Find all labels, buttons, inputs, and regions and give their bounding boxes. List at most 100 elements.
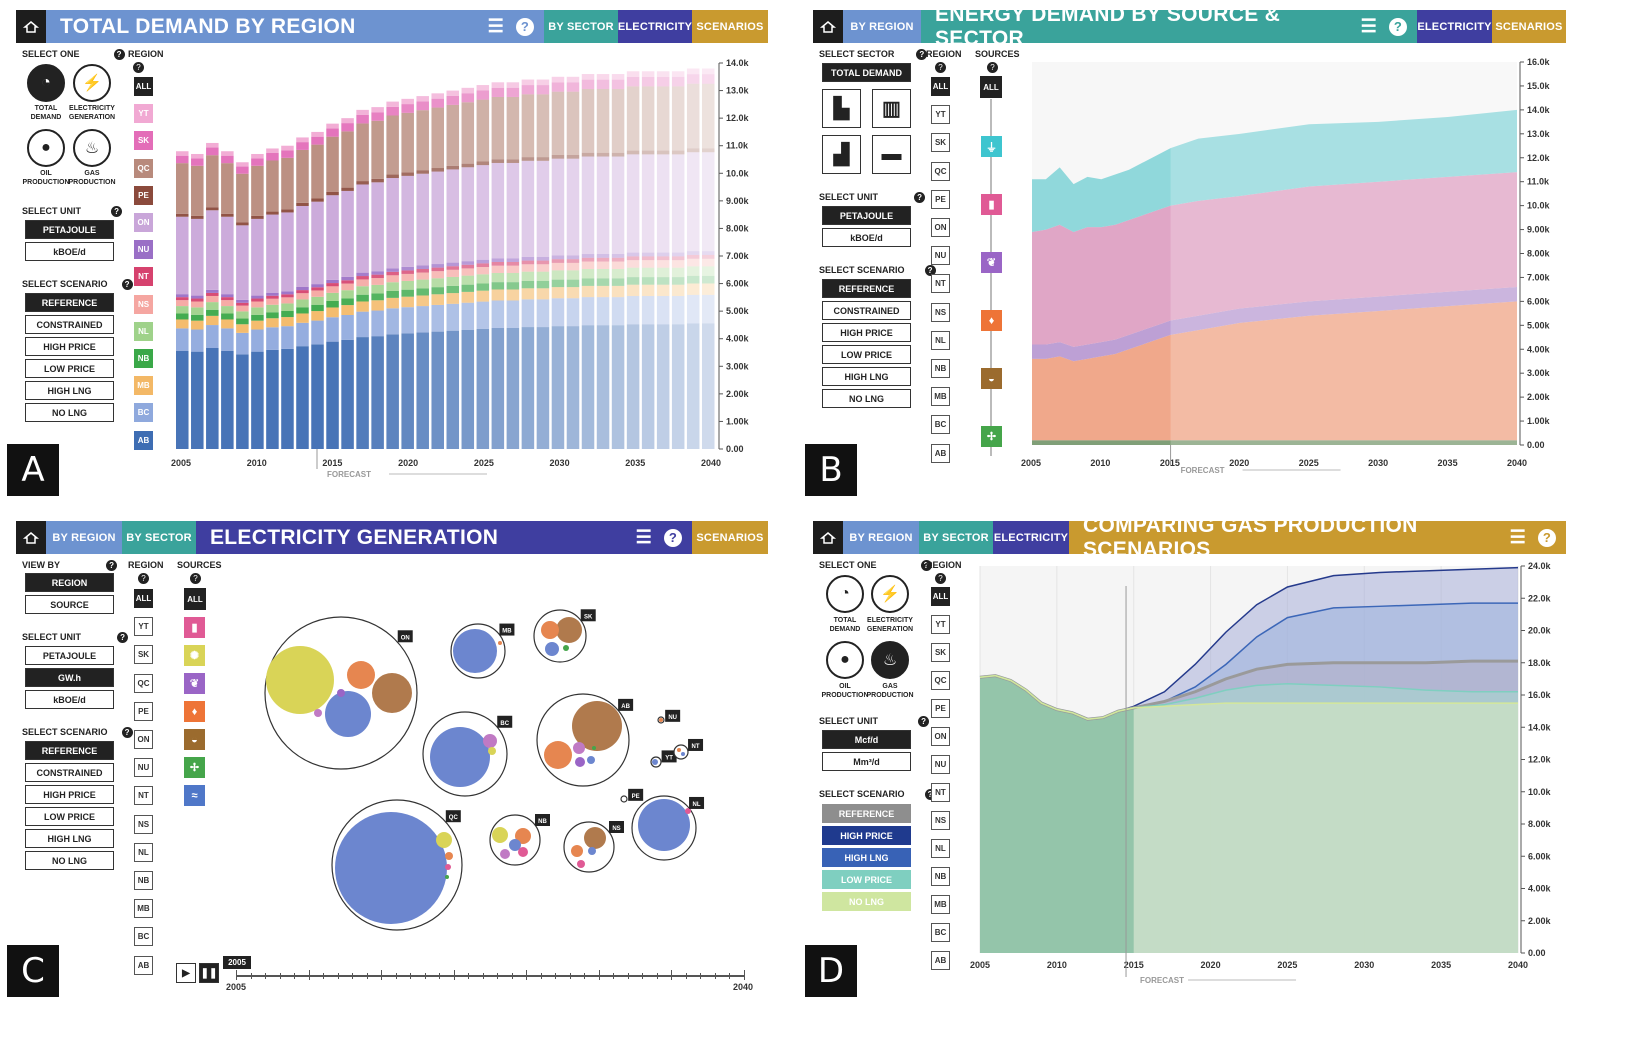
bar-segment-on[interactable] bbox=[236, 225, 249, 300]
bar-segment-ab[interactable] bbox=[281, 348, 294, 449]
bar-segment-nb[interactable] bbox=[221, 313, 234, 320]
bar-segment-qc[interactable] bbox=[191, 165, 204, 216]
bar-segment-ab[interactable] bbox=[671, 324, 685, 449]
list-icon[interactable]: ☰ bbox=[487, 16, 504, 36]
bar-segment-nb[interactable] bbox=[236, 318, 249, 325]
bar-segment-qc[interactable] bbox=[566, 91, 580, 155]
bar-segment-qc[interactable] bbox=[311, 144, 324, 199]
region-yt-button[interactable]: YT bbox=[134, 617, 153, 637]
bar-segment-ns[interactable] bbox=[686, 258, 700, 267]
region-ns-button[interactable]: NS bbox=[134, 814, 153, 834]
bar-segment-nb[interactable] bbox=[551, 279, 565, 288]
bar-segment-yt[interactable] bbox=[686, 68, 700, 75]
bar-segment-pe[interactable] bbox=[191, 215, 204, 219]
region-on-button[interactable]: ON bbox=[931, 218, 950, 237]
bar-segment-pe[interactable] bbox=[311, 198, 324, 202]
bar-segment-on[interactable] bbox=[551, 158, 565, 256]
bar-segment-ab[interactable] bbox=[551, 326, 565, 449]
bar-segment-mb[interactable] bbox=[311, 311, 324, 321]
help-icon[interactable]: ? bbox=[1538, 528, 1556, 547]
region-bc-button[interactable]: BC bbox=[931, 415, 950, 435]
bar-segment-qc[interactable] bbox=[641, 86, 655, 151]
bar-segment-nl[interactable] bbox=[656, 267, 670, 278]
bar-segment-nu[interactable] bbox=[671, 252, 685, 257]
bar-segment-sk[interactable] bbox=[536, 85, 550, 95]
bar-segment-bc[interactable] bbox=[266, 327, 279, 350]
bar-segment-nt[interactable] bbox=[596, 257, 610, 262]
bar-segment-qc[interactable] bbox=[686, 83, 700, 149]
scenario-low-price-button[interactable]: LOW PRICE bbox=[25, 807, 114, 826]
source-nuclear-button[interactable]: ✺ bbox=[184, 645, 205, 666]
bar-segment-nt[interactable] bbox=[296, 290, 309, 294]
bar-segment-ns[interactable] bbox=[701, 258, 715, 267]
source-hydro-button[interactable]: ≈ bbox=[184, 785, 205, 806]
bar-segment-ab[interactable] bbox=[611, 325, 625, 449]
bar-segment-bc[interactable] bbox=[551, 298, 565, 327]
bar-segment-nb[interactable] bbox=[596, 278, 610, 286]
bar-segment-ab[interactable] bbox=[416, 332, 429, 449]
tab-by-region[interactable]: BY REGION bbox=[46, 521, 122, 554]
timeline-track[interactable] bbox=[236, 975, 744, 977]
bar-segment-pe[interactable] bbox=[371, 178, 384, 183]
bar-segment-on[interactable] bbox=[251, 218, 264, 296]
bar-segment-yt[interactable] bbox=[266, 148, 279, 153]
tab-electricity[interactable]: ELECTRICITY bbox=[993, 521, 1069, 554]
bar-segment-qc[interactable] bbox=[581, 89, 595, 153]
tab-by-sector[interactable]: BY SECTOR bbox=[544, 10, 618, 43]
bar-segment-mb[interactable] bbox=[686, 283, 700, 295]
scenario-high-lng-button[interactable]: HIGH LNG bbox=[822, 367, 911, 386]
bar-segment-pe[interactable] bbox=[671, 150, 685, 155]
bubble-source-nb[interactable] bbox=[509, 839, 521, 851]
help-icon[interactable]: ? bbox=[916, 49, 928, 61]
bar-segment-nu[interactable] bbox=[401, 266, 414, 271]
bar-segment-on[interactable] bbox=[626, 154, 640, 253]
bubble-source-nb[interactable] bbox=[500, 849, 510, 859]
bar-segment-sk[interactable] bbox=[251, 158, 264, 166]
unit-mcfd-button[interactable]: Mcf/d bbox=[822, 730, 911, 749]
bar-segment-ab[interactable] bbox=[296, 346, 309, 449]
bar-segment-nl[interactable] bbox=[671, 267, 685, 278]
bar-segment-nt[interactable] bbox=[641, 256, 655, 261]
bar-segment-nl[interactable] bbox=[446, 276, 460, 286]
bar-segment-ab[interactable] bbox=[521, 327, 535, 449]
bar-segment-nu[interactable] bbox=[536, 256, 550, 261]
bar-segment-nb[interactable] bbox=[581, 278, 595, 286]
source-all-button[interactable]: ALL bbox=[184, 588, 206, 610]
bar-segment-nl[interactable] bbox=[611, 269, 625, 279]
bar-segment-pe[interactable] bbox=[461, 163, 475, 168]
unit-kboe-button[interactable]: kBOE/d bbox=[25, 690, 114, 709]
bar-segment-qc[interactable] bbox=[521, 94, 535, 158]
bar-segment-nl[interactable] bbox=[416, 279, 429, 289]
bar-segment-bc[interactable] bbox=[386, 308, 399, 335]
bar-segment-yt[interactable] bbox=[491, 82, 505, 88]
bar-segment-yt[interactable] bbox=[506, 82, 520, 88]
bar-segment-nu[interactable] bbox=[611, 254, 625, 258]
region-mb-button[interactable]: MB bbox=[134, 376, 153, 396]
bar-segment-nt[interactable] bbox=[416, 269, 429, 273]
bar-segment-nu[interactable] bbox=[251, 295, 264, 299]
source-coal-button[interactable]: ◒ bbox=[981, 368, 1002, 389]
unit-gwh-button[interactable]: GW.h bbox=[25, 668, 114, 687]
bar-segment-nu[interactable] bbox=[431, 264, 444, 268]
area-biofuel[interactable] bbox=[1032, 287, 1517, 362]
bubble-source-ab[interactable] bbox=[575, 757, 585, 767]
region-ns-button[interactable]: NS bbox=[931, 811, 950, 830]
bar-segment-bc[interactable] bbox=[416, 306, 429, 333]
commercial-sector-button[interactable]: ▥ bbox=[872, 89, 911, 128]
source-biofuel-button[interactable]: ❦ bbox=[184, 673, 205, 694]
bar-segment-on[interactable] bbox=[611, 156, 625, 255]
bar-segment-nb[interactable] bbox=[296, 307, 309, 314]
bar-segment-nl[interactable] bbox=[686, 266, 700, 276]
bar-segment-bc[interactable] bbox=[371, 310, 384, 337]
bubble-source-ab[interactable] bbox=[587, 756, 595, 764]
bar-segment-on[interactable] bbox=[566, 158, 580, 256]
residential-sector-button[interactable]: ▙ bbox=[822, 89, 861, 128]
bar-segment-ab[interactable] bbox=[401, 333, 414, 449]
bar-segment-ns[interactable] bbox=[611, 261, 625, 270]
bar-segment-nt[interactable] bbox=[521, 260, 535, 265]
bar-segment-nu[interactable] bbox=[551, 255, 565, 260]
scenario-no-lng-button[interactable]: NO LNG bbox=[822, 389, 911, 408]
bar-segment-bc[interactable] bbox=[641, 296, 655, 325]
bar-segment-nt[interactable] bbox=[401, 270, 414, 274]
unit-kboe-button[interactable]: kBOE/d bbox=[822, 228, 911, 247]
